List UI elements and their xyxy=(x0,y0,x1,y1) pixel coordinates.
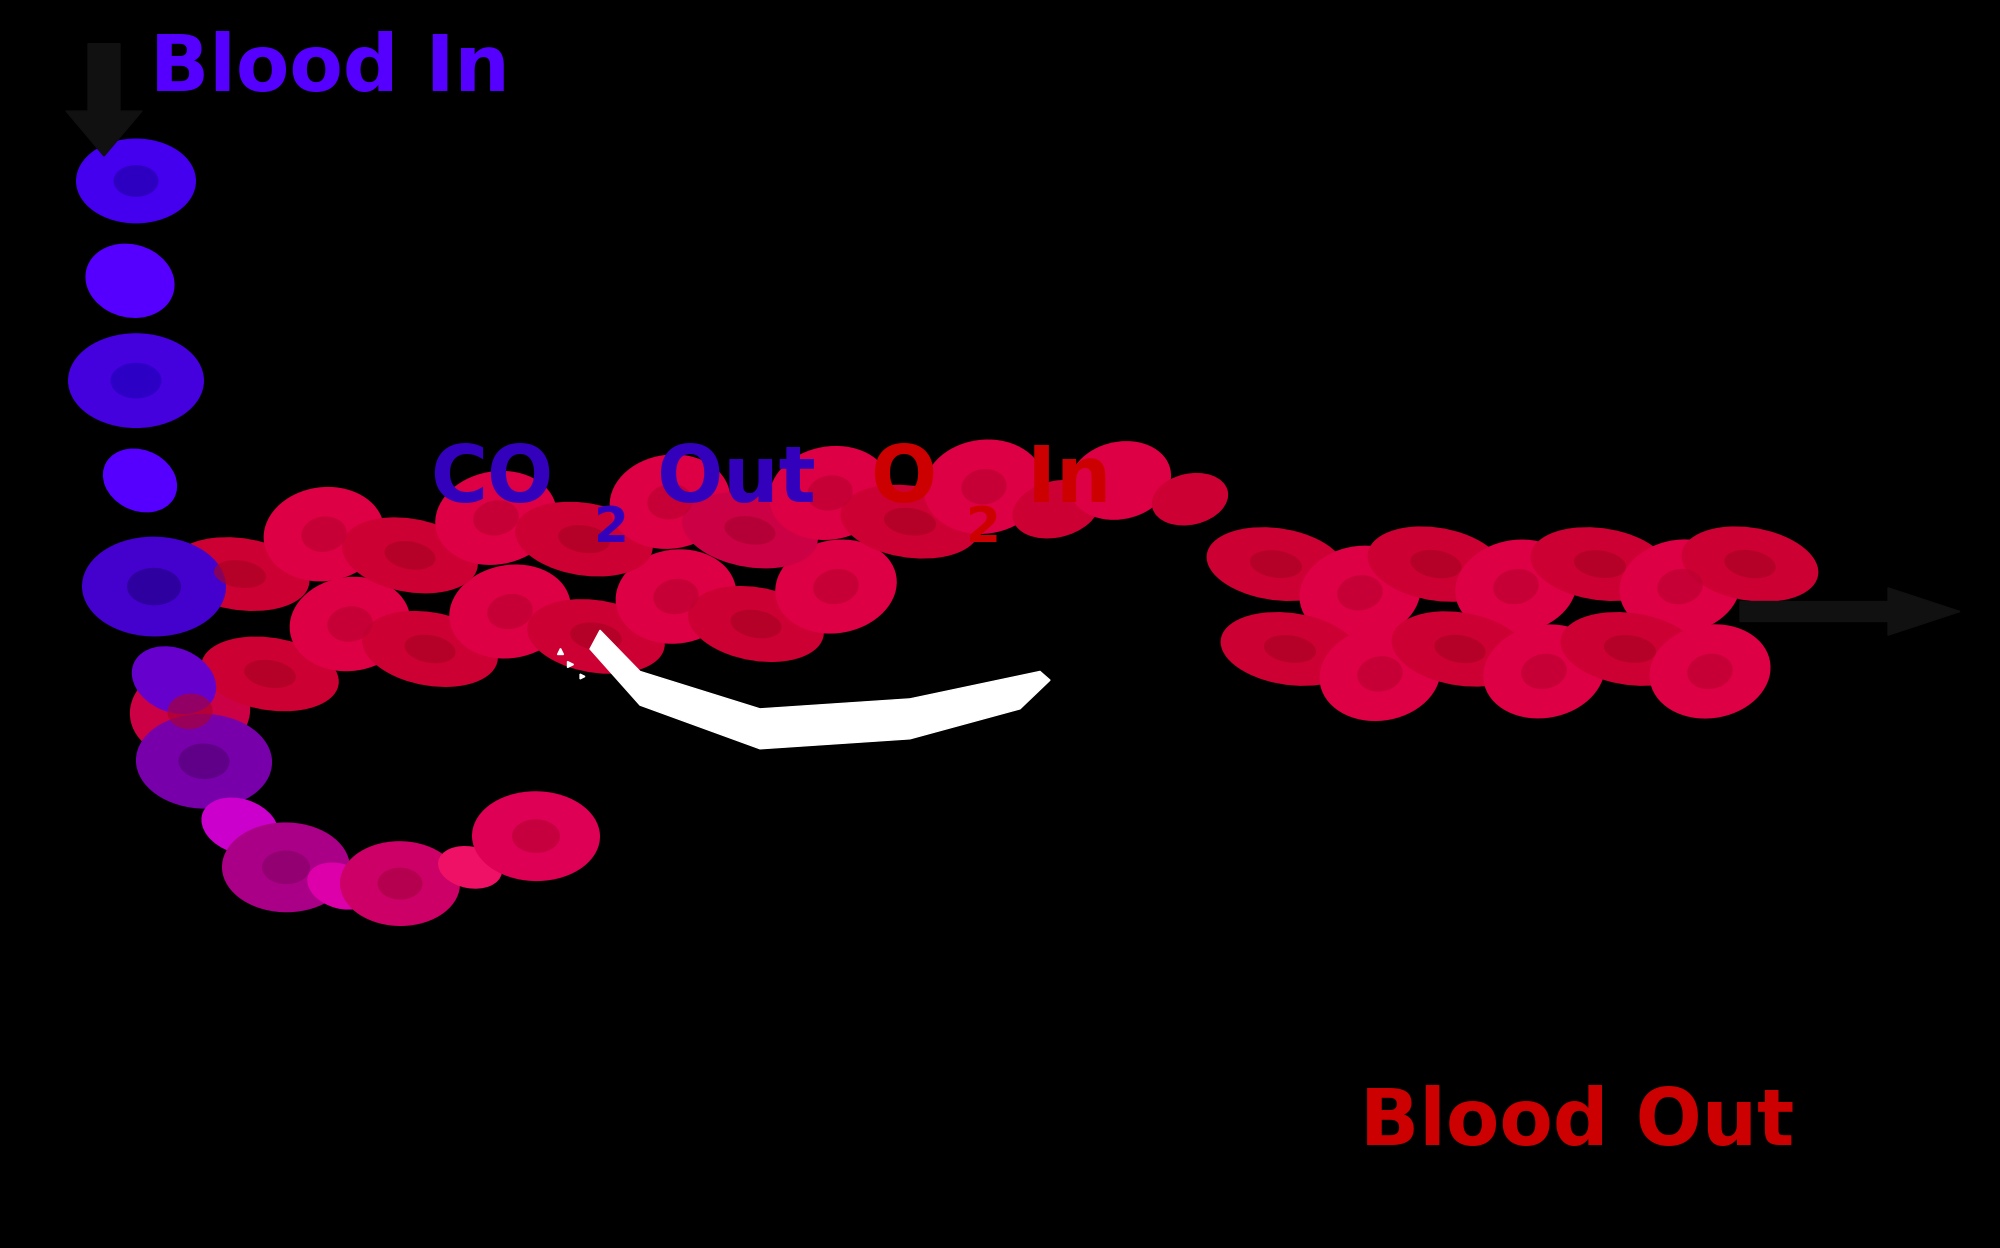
Ellipse shape xyxy=(136,714,272,809)
Ellipse shape xyxy=(202,636,338,711)
Ellipse shape xyxy=(654,579,698,614)
Text: Out: Out xyxy=(630,443,816,518)
Ellipse shape xyxy=(962,469,1006,504)
Ellipse shape xyxy=(724,517,776,544)
Ellipse shape xyxy=(1220,612,1360,686)
Ellipse shape xyxy=(342,518,478,593)
Ellipse shape xyxy=(1456,539,1576,634)
Ellipse shape xyxy=(488,594,532,629)
Ellipse shape xyxy=(1530,527,1670,602)
Ellipse shape xyxy=(770,446,890,540)
Ellipse shape xyxy=(1574,550,1626,578)
Ellipse shape xyxy=(1368,527,1504,602)
Ellipse shape xyxy=(610,454,730,549)
Ellipse shape xyxy=(328,607,372,641)
Ellipse shape xyxy=(682,493,818,568)
Ellipse shape xyxy=(222,822,350,912)
Ellipse shape xyxy=(1250,550,1302,578)
Ellipse shape xyxy=(1358,656,1402,691)
Ellipse shape xyxy=(126,568,182,605)
Ellipse shape xyxy=(1620,539,1740,634)
Text: In: In xyxy=(1000,443,1112,518)
Ellipse shape xyxy=(1012,480,1100,538)
Ellipse shape xyxy=(436,470,556,565)
Ellipse shape xyxy=(516,502,652,577)
Text: O: O xyxy=(870,443,936,518)
Ellipse shape xyxy=(1392,612,1528,686)
FancyArrow shape xyxy=(66,44,142,156)
Ellipse shape xyxy=(730,610,782,638)
Ellipse shape xyxy=(132,646,216,714)
Ellipse shape xyxy=(110,363,162,398)
Ellipse shape xyxy=(214,560,266,588)
Ellipse shape xyxy=(840,484,980,559)
Ellipse shape xyxy=(262,851,310,884)
Ellipse shape xyxy=(264,487,384,582)
Ellipse shape xyxy=(68,333,204,428)
Ellipse shape xyxy=(1484,624,1604,719)
Ellipse shape xyxy=(558,525,610,553)
Ellipse shape xyxy=(512,820,560,852)
Ellipse shape xyxy=(1410,550,1462,578)
Ellipse shape xyxy=(570,623,622,650)
Ellipse shape xyxy=(1658,569,1702,604)
Text: 2: 2 xyxy=(966,504,1000,552)
Ellipse shape xyxy=(362,612,498,686)
Ellipse shape xyxy=(86,243,174,318)
Ellipse shape xyxy=(450,564,570,659)
Ellipse shape xyxy=(114,165,158,197)
Text: CO: CO xyxy=(430,443,554,518)
Ellipse shape xyxy=(1338,575,1382,610)
Ellipse shape xyxy=(924,439,1044,534)
Ellipse shape xyxy=(1068,441,1172,520)
Ellipse shape xyxy=(378,867,422,900)
Ellipse shape xyxy=(776,539,896,634)
Text: Blood In: Blood In xyxy=(150,31,510,106)
Ellipse shape xyxy=(82,537,226,636)
Ellipse shape xyxy=(244,660,296,688)
Ellipse shape xyxy=(438,846,502,889)
Text: Blood Out: Blood Out xyxy=(1360,1086,1794,1161)
Ellipse shape xyxy=(1320,626,1440,721)
Ellipse shape xyxy=(202,797,278,855)
Text: 2: 2 xyxy=(594,504,628,552)
Ellipse shape xyxy=(384,542,436,569)
Ellipse shape xyxy=(1152,473,1228,525)
Ellipse shape xyxy=(1724,550,1776,578)
Ellipse shape xyxy=(808,475,852,510)
Ellipse shape xyxy=(1604,635,1656,663)
Ellipse shape xyxy=(340,841,460,926)
Ellipse shape xyxy=(528,599,664,674)
Ellipse shape xyxy=(474,500,518,535)
Ellipse shape xyxy=(1300,545,1420,640)
Polygon shape xyxy=(590,630,1050,749)
Ellipse shape xyxy=(1264,635,1316,663)
Ellipse shape xyxy=(1434,635,1486,663)
Ellipse shape xyxy=(178,744,230,779)
Ellipse shape xyxy=(404,635,456,663)
Ellipse shape xyxy=(884,508,936,535)
Ellipse shape xyxy=(302,517,346,552)
Ellipse shape xyxy=(1688,654,1732,689)
Ellipse shape xyxy=(168,694,212,729)
Ellipse shape xyxy=(688,587,824,661)
Ellipse shape xyxy=(1522,654,1566,689)
Ellipse shape xyxy=(76,139,196,223)
Ellipse shape xyxy=(648,484,692,519)
Ellipse shape xyxy=(290,577,410,671)
Ellipse shape xyxy=(472,791,600,881)
Ellipse shape xyxy=(102,448,178,513)
Ellipse shape xyxy=(1682,527,1818,602)
Ellipse shape xyxy=(130,664,250,759)
Ellipse shape xyxy=(1494,569,1538,604)
Ellipse shape xyxy=(814,569,858,604)
Ellipse shape xyxy=(1560,612,1700,686)
Ellipse shape xyxy=(1206,527,1346,602)
FancyArrow shape xyxy=(1740,588,1960,635)
Ellipse shape xyxy=(1650,624,1770,719)
Ellipse shape xyxy=(616,549,736,644)
Ellipse shape xyxy=(308,862,372,910)
Ellipse shape xyxy=(170,537,310,612)
